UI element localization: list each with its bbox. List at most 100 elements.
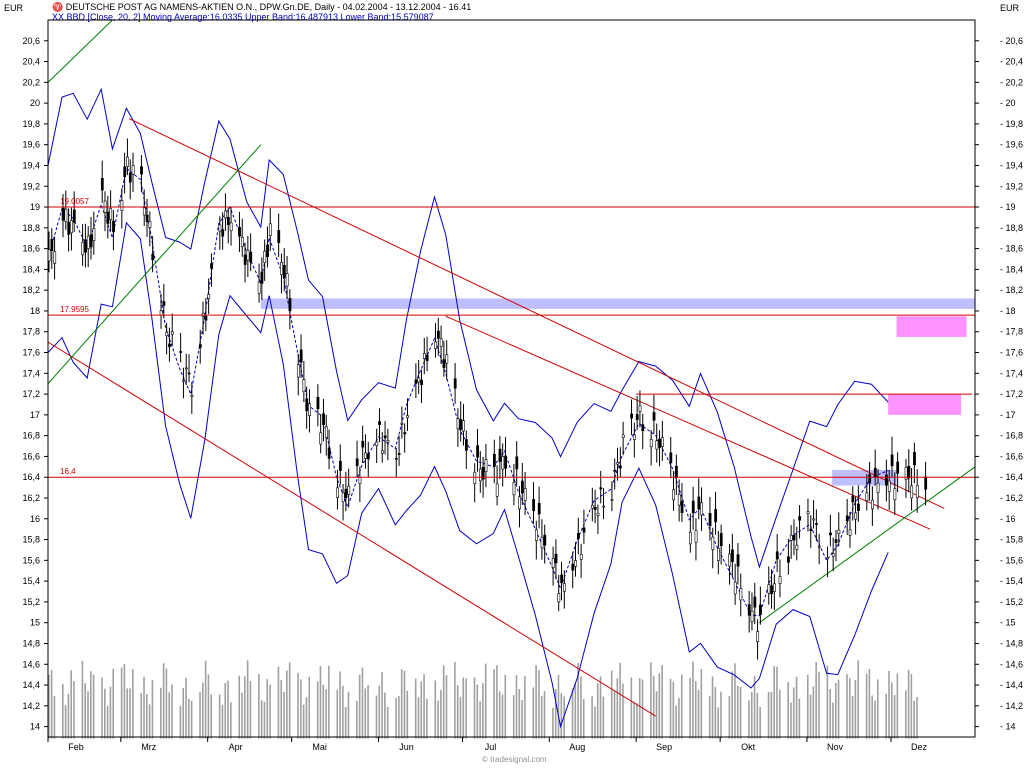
candle-body — [621, 434, 625, 438]
volume-bar — [661, 665, 663, 739]
volume-bar — [851, 695, 854, 739]
volume-bar — [440, 690, 442, 739]
candle-body — [422, 353, 426, 359]
candle-body — [610, 499, 614, 502]
volume-bar — [230, 702, 232, 739]
candle-body — [795, 544, 799, 550]
y-tick-label-left: 18,2 — [22, 285, 40, 295]
volume-bar — [857, 660, 859, 739]
y-tick-label-right: - 15,4 — [1000, 576, 1023, 586]
candle-body — [778, 576, 782, 584]
candle-body — [64, 208, 68, 222]
volume-bar — [473, 677, 476, 739]
bollinger-moving-average — [47, 167, 889, 617]
y-tick-label-left: 16,8 — [22, 431, 40, 441]
candle-body — [792, 534, 796, 541]
volume-bar — [790, 702, 792, 739]
volume-bar — [560, 693, 563, 739]
volume-bar — [498, 691, 501, 739]
volume-bar — [442, 665, 445, 739]
volume-bar — [148, 704, 151, 739]
volume-bar — [834, 683, 837, 739]
candle-body — [131, 165, 135, 175]
candle-body — [187, 372, 191, 375]
volume-bar — [204, 660, 207, 739]
y-tick-label-right: - 18,2 — [1000, 285, 1023, 295]
candle-body — [100, 177, 104, 191]
candle-body — [495, 483, 499, 497]
trend-red-main — [129, 118, 945, 509]
volume-bar — [70, 670, 73, 739]
volume-bar — [711, 676, 714, 739]
y-tick-label-left: 17,4 — [22, 368, 40, 378]
y-tick-label-right: - 19,4 — [1000, 160, 1023, 170]
candle-body — [924, 476, 928, 490]
candle-body — [619, 465, 622, 469]
volume-bar — [361, 667, 364, 739]
candle-body — [159, 310, 163, 316]
candle-body — [736, 554, 740, 567]
volume-bar — [168, 692, 171, 739]
volume-bar — [375, 695, 378, 739]
volume-bar — [622, 683, 624, 739]
volume-bar — [563, 696, 565, 739]
candle-body — [142, 207, 146, 216]
candle-body — [375, 441, 379, 446]
volume-bar — [636, 703, 638, 739]
volume-bar — [238, 675, 241, 739]
candle-body — [717, 547, 720, 561]
x-tick-label: Dez — [911, 742, 928, 752]
volume-bar — [750, 692, 753, 739]
y-tick-label-right: - 19 — [1000, 202, 1016, 212]
volume-bar — [165, 668, 168, 739]
y-tick-label-left: 16,2 — [22, 493, 40, 503]
volume-bar — [381, 671, 383, 739]
volume-bar — [50, 669, 53, 739]
candle-body — [708, 513, 712, 527]
y-tick-label-right: - 15,8 — [1000, 535, 1023, 545]
indicator-legend: XX BBD [Close, 20, 2] Moving Average:16.… — [52, 12, 434, 22]
bollinger-bands — [47, 87, 889, 729]
candle-body — [649, 439, 653, 448]
candle-body — [439, 338, 443, 347]
y-tick-label-right: - 19,8 — [1000, 119, 1023, 129]
candle-body — [885, 474, 888, 486]
y-tick-label-right: - 16 — [1000, 514, 1016, 524]
volume-bar — [210, 694, 213, 739]
x-tick-label: Apr — [229, 742, 243, 752]
candle-body — [226, 216, 230, 226]
volume-bar — [53, 695, 56, 739]
candle-body — [397, 453, 401, 455]
candle-body — [86, 235, 90, 249]
candle-body — [327, 447, 331, 459]
candle-body — [378, 421, 381, 425]
candle-body — [366, 453, 370, 460]
volume-bar — [610, 670, 613, 739]
candle-body — [151, 253, 155, 261]
candle-body — [296, 364, 300, 378]
volume-bar — [67, 693, 70, 739]
volume-bar — [112, 668, 115, 739]
y-tick-label-right: - 18,6 — [1000, 244, 1023, 254]
candle-body — [355, 458, 359, 467]
candle-body — [145, 214, 149, 222]
candle-body — [484, 459, 488, 472]
candle-body — [126, 156, 129, 167]
volume-bar — [829, 689, 831, 739]
y-tick-label-right: - 14 — [1000, 722, 1016, 732]
volume-bar — [720, 691, 722, 739]
volume-bar — [356, 700, 358, 739]
candle-body — [871, 499, 874, 510]
candle-body — [282, 265, 286, 279]
zone-blue-upper — [260, 298, 975, 309]
candle-body — [403, 432, 407, 435]
candle-body — [425, 354, 429, 361]
bollinger-upper-band — [47, 87, 889, 569]
candle-body — [711, 536, 715, 550]
volume-bar — [619, 662, 621, 739]
volume-bar — [613, 690, 616, 739]
y-tick-label-left: 16 — [30, 514, 40, 524]
y-tick-label-left: 19,4 — [22, 160, 40, 170]
currency-label-left: EUR — [4, 3, 24, 13]
candle-body — [532, 499, 536, 511]
